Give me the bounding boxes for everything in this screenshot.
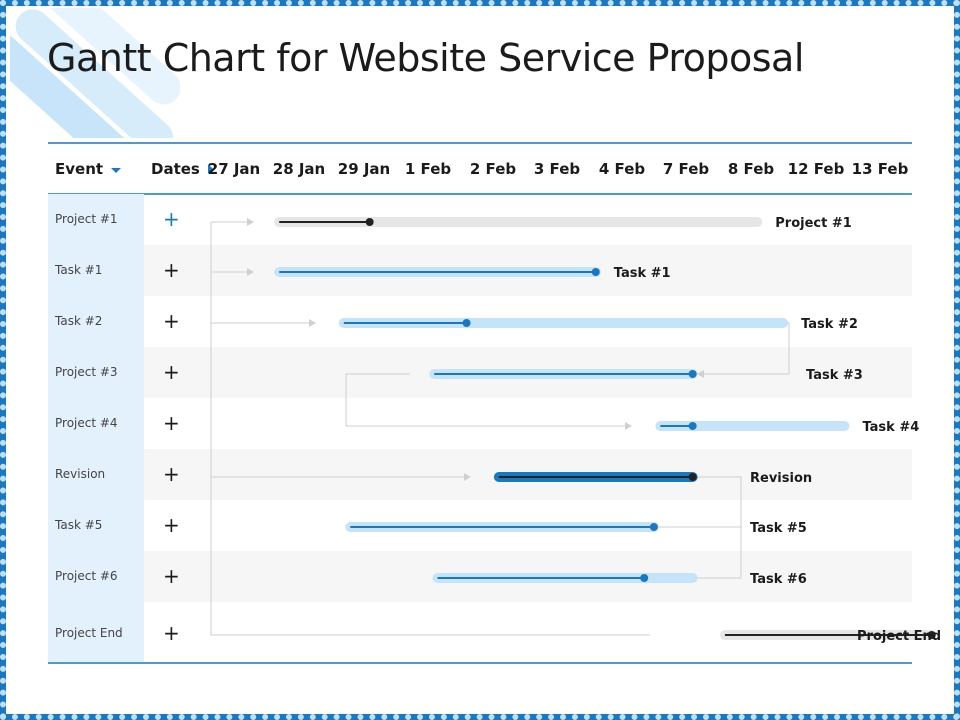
gantt-bar-label: Task #3 [806, 368, 863, 383]
header-bottom-rule [48, 193, 912, 195]
event-column-panel [48, 194, 144, 662]
event-header-label: Event [55, 160, 104, 178]
date-column-label: 12 Feb [787, 160, 845, 178]
gantt-bar-label: Task #4 [862, 420, 919, 435]
date-column-label: 4 Feb [598, 160, 646, 178]
row-label-project-end: Project End [55, 626, 123, 640]
expand-plus-button[interactable]: + [163, 564, 180, 588]
dates-header-label: Dates [151, 160, 200, 178]
date-column-label: 28 Jan [272, 160, 326, 178]
gantt-bar-marker [688, 422, 697, 430]
date-column-label: 3 Feb [533, 160, 581, 178]
row-label-project-1: Project #1 [55, 212, 118, 226]
gantt-bar-label: Task #2 [801, 317, 858, 332]
header-top-rule [48, 142, 912, 144]
date-column-label: 29 Jan [337, 160, 391, 178]
gantt-bar-label: Project #1 [775, 216, 852, 231]
gantt-bar-marker [591, 268, 600, 276]
date-column-label: 1 Feb [404, 160, 452, 178]
gantt-bar-label: Task #5 [750, 521, 807, 536]
caret-right-icon [208, 164, 214, 174]
table-bottom-rule [48, 662, 912, 664]
connector [345, 373, 628, 427]
gantt-bar-marker [462, 319, 471, 327]
row-label-task-2: Task #2 [55, 314, 103, 328]
dates-column-header[interactable]: Dates [151, 160, 215, 178]
expand-plus-button[interactable]: + [163, 309, 180, 333]
gantt-bar-label: Revision [750, 471, 812, 486]
row-label-revision: Revision [55, 467, 106, 481]
connector [678, 527, 742, 579]
event-column-header[interactable]: Event [55, 160, 122, 178]
gantt-bar-marker [927, 631, 936, 639]
page-title: Gantt Chart for Website Service Proposal [47, 36, 804, 80]
row-label-project-4: Project #4 [55, 416, 118, 430]
arrowhead [247, 218, 254, 226]
arrowhead [464, 473, 471, 481]
main-connector [210, 222, 650, 636]
date-column-label: 7 Feb [662, 160, 710, 178]
row-label-project-3: Project #3 [55, 365, 118, 379]
row-label-task-1: Task #1 [55, 263, 103, 277]
date-column-label: 2 Feb [469, 160, 517, 178]
caret-down-icon [111, 168, 122, 173]
date-column-label: 27 Jan [207, 160, 261, 178]
expand-plus-button[interactable]: + [163, 258, 180, 282]
arrowhead [625, 422, 632, 430]
expand-plus-button[interactable]: + [163, 513, 180, 537]
expand-plus-button[interactable]: + [163, 411, 180, 435]
gantt-bar-label: Project End [857, 629, 941, 644]
gantt-bar-marker [688, 473, 697, 481]
gantt-bar-marker [688, 370, 697, 378]
expand-plus-button[interactable]: + [163, 207, 180, 231]
expand-plus-button[interactable]: + [163, 462, 180, 486]
expand-plus-button[interactable]: + [163, 621, 180, 645]
gantt-bar-marker [640, 574, 649, 582]
connector [641, 476, 742, 528]
row-label-project-6: Project #6 [55, 569, 118, 583]
arrowhead [309, 319, 316, 327]
gantt-bar-label: Task #1 [614, 266, 671, 281]
gantt-bar-label: Task #6 [750, 572, 807, 587]
gantt-bar-marker [365, 218, 374, 226]
expand-plus-button[interactable]: + [163, 360, 180, 384]
arrowhead [247, 268, 254, 276]
date-column-label: 13 Feb [851, 160, 909, 178]
arrowhead [697, 370, 704, 378]
gantt-bar-marker [649, 523, 658, 531]
connector [702, 322, 790, 375]
date-column-label: 8 Feb [727, 160, 775, 178]
row-label-task-5: Task #5 [55, 518, 103, 532]
